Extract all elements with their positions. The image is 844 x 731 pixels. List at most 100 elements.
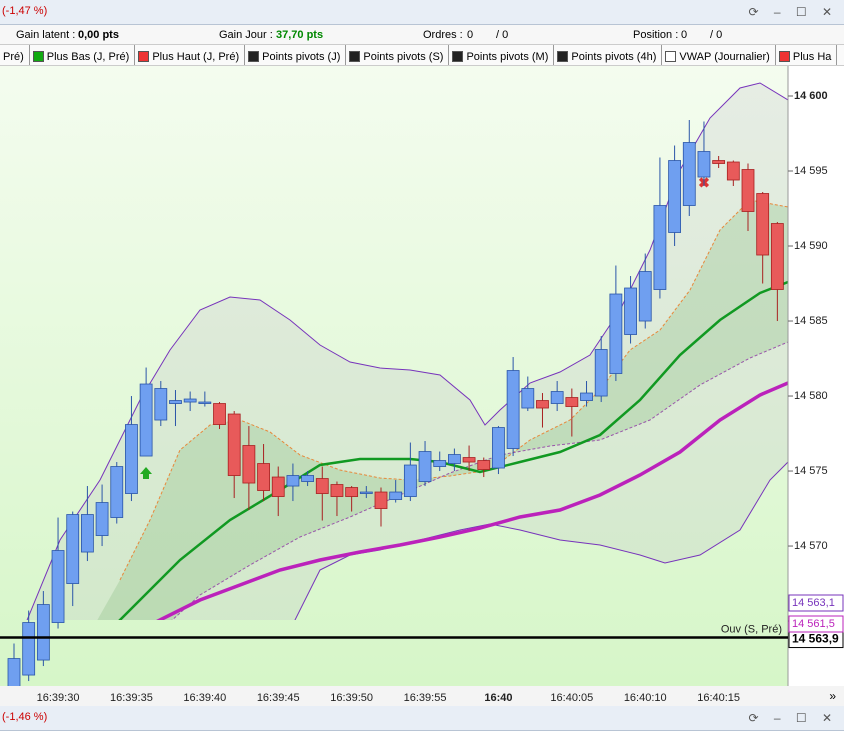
value: / 0 — [496, 29, 509, 41]
candle-body — [345, 487, 359, 497]
change: (-1,47 %) — [2, 5, 48, 17]
legend-item[interactable]: Pré) — [0, 45, 30, 65]
vwap-fill — [97, 200, 788, 620]
candle-body — [594, 349, 608, 397]
candles — [7, 120, 784, 686]
candle-body — [521, 388, 535, 409]
window-buttons[interactable]: ⟳ – ☐ ✕ — [748, 5, 838, 19]
change: (-1,46 %) — [2, 711, 48, 723]
legend-item[interactable]: Points pivots (M) — [449, 45, 555, 65]
x-tick-label: 16:39:40 — [183, 692, 226, 704]
legend-swatch — [452, 51, 464, 62]
x-tick-label: 16:39:30 — [37, 692, 80, 704]
candle-body — [7, 658, 21, 686]
candle-body — [712, 160, 726, 164]
price-label: 14 561,5 — [792, 618, 835, 630]
title-bar: (-1,47 %) ⟳ – ☐ ✕ — [0, 0, 844, 25]
y-tick-label: 14 600 — [794, 90, 828, 102]
value: 0,00 pts — [78, 29, 119, 41]
candle-body — [169, 400, 182, 404]
legend-label: Points pivots (M) — [466, 50, 549, 63]
candle-body — [726, 161, 740, 181]
legend-item[interactable]: Plus Ha — [776, 45, 838, 65]
candle-body — [139, 383, 153, 457]
candle-body — [550, 391, 564, 404]
price-label: 14 563,1 — [792, 597, 835, 609]
x-tick-label: 16:39:50 — [330, 692, 373, 704]
candle-body — [447, 454, 461, 464]
magenta-line — [156, 381, 788, 620]
candle-body — [580, 392, 593, 401]
legend-item[interactable]: Points pivots (4h) — [554, 45, 663, 65]
candle-body — [22, 622, 36, 676]
legend-label: Plus Haut (J, Pré) — [152, 50, 240, 63]
candle-body — [95, 502, 109, 536]
candle-body — [403, 464, 417, 497]
bottom-bar: (-1,46 %) ⟳ – ☐ ✕ — [0, 706, 844, 731]
candle-body — [242, 445, 256, 484]
y-tick-label: 14 595 — [794, 165, 828, 177]
legend-label: Points pivots (J) — [262, 50, 341, 63]
x-tick-label: 16:40:10 — [624, 692, 667, 704]
candle-body — [653, 205, 667, 290]
candle-body — [257, 463, 270, 491]
candle-body — [609, 293, 623, 374]
reference-label: Ouv (S, Pré) — [721, 623, 782, 635]
x-tick-label: 16:40 — [484, 692, 512, 704]
legend-label: Pré) — [3, 50, 24, 63]
candle-body — [492, 427, 505, 469]
label: Position : — [633, 29, 679, 41]
candle-body — [624, 287, 637, 335]
price-box — [788, 594, 844, 612]
legend-label: Plus Bas (J, Pré) — [46, 50, 130, 63]
label: Ordres : — [423, 29, 463, 41]
window-buttons[interactable]: ⟳ – ☐ ✕ — [748, 711, 838, 725]
candle-body — [359, 491, 373, 494]
candle-body — [227, 413, 241, 476]
legend-bar: Pré) Plus Bas (J, Pré) Plus Haut (J, Pré) P… — [0, 45, 844, 66]
candle-body — [66, 514, 80, 584]
legend-swatch — [248, 51, 260, 62]
y-tick-label: 14 585 — [794, 315, 828, 327]
candle-body — [315, 478, 329, 494]
legend-item[interactable]: Plus Haut (J, Pré) — [135, 45, 246, 65]
candle-body — [125, 424, 138, 494]
x-tick-label: 16:40:05 — [550, 692, 593, 704]
candle-body — [536, 400, 549, 409]
candle-body — [741, 169, 755, 212]
candle-body — [154, 388, 168, 421]
candle-body — [286, 475, 300, 487]
x-tick-label: 16:39:35 — [110, 692, 153, 704]
candle-body — [330, 484, 344, 497]
candle-body — [271, 476, 285, 497]
axis-background — [788, 66, 844, 686]
candle-body — [697, 151, 711, 178]
candle-body — [565, 397, 579, 407]
candle-body — [374, 491, 388, 509]
legend-swatch — [138, 51, 150, 62]
legend-label: VWAP (Journalier) — [679, 50, 770, 63]
legend-label: Plus Ha — [792, 50, 832, 63]
legend-item[interactable]: Points pivots (S) — [346, 45, 450, 65]
legend-item[interactable]: Points pivots (J) — [245, 45, 347, 65]
legend-item[interactable]: VWAP (Journalier) — [662, 45, 776, 65]
label: Gain latent : — [16, 29, 76, 41]
candle-body — [638, 271, 652, 322]
candle-body — [756, 193, 770, 256]
value: 0 — [681, 29, 688, 41]
x-tick-label: 16:39:45 — [257, 692, 300, 704]
scroll-button[interactable]: » — [829, 689, 836, 703]
legend-item[interactable]: Plus Bas (J, Pré) — [30, 45, 136, 65]
candle-body — [198, 401, 212, 404]
legend-label: Points pivots (4h) — [571, 50, 657, 63]
candle-body — [36, 604, 50, 661]
candle-body — [81, 514, 94, 553]
y-tick-label: 14 590 — [794, 240, 828, 252]
candle-body — [301, 475, 315, 482]
legend-swatch — [349, 51, 361, 62]
y-tick-label: 14 570 — [794, 540, 828, 552]
value: 0 — [467, 29, 474, 41]
x-tick-label: 16:40:15 — [697, 692, 740, 704]
